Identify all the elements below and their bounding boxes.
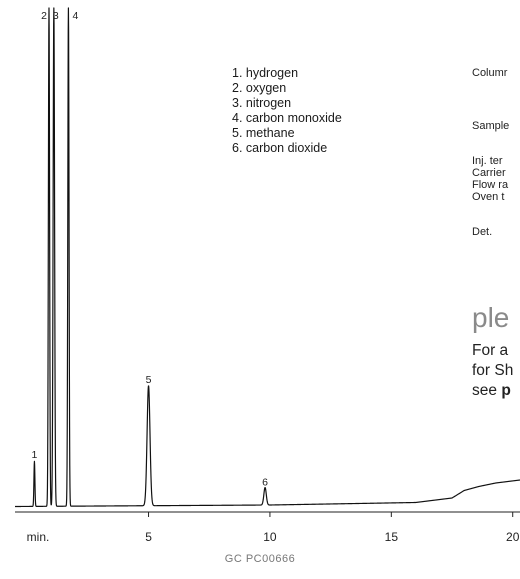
note-line: for Sh bbox=[472, 362, 514, 379]
x-tick-label: 10 bbox=[263, 530, 277, 544]
sample-label: Sample bbox=[472, 120, 510, 132]
x-tick-label: 20 bbox=[506, 530, 520, 544]
x-tick-label: 15 bbox=[385, 530, 399, 544]
x-axis-label: min. bbox=[27, 530, 50, 544]
inj-temp-label: Inj. ter bbox=[472, 155, 503, 167]
peak-label: 2 bbox=[41, 10, 47, 22]
legend-item: 6. carbon dioxide bbox=[232, 141, 328, 155]
legend-item: 5. methane bbox=[232, 126, 295, 140]
x-tick-label: 5 bbox=[145, 530, 152, 544]
partial-heading: ple bbox=[472, 302, 510, 333]
column-label: Columr bbox=[472, 67, 508, 79]
flow-rate-label: Flow ra bbox=[472, 179, 509, 191]
note-text: see bbox=[472, 382, 502, 399]
det-label: Det. bbox=[472, 226, 493, 238]
legend-item: 1. hydrogen bbox=[232, 66, 299, 80]
oven-temp-label: Oven t bbox=[472, 191, 505, 203]
footer-code: GC PC00666 bbox=[224, 553, 296, 565]
peak-label: 6 bbox=[262, 477, 268, 489]
note-line: see p bbox=[472, 382, 511, 400]
x-axis: min. 5 10 15 20 bbox=[15, 511, 520, 544]
peak-label: 3 bbox=[53, 10, 59, 22]
legend-item: 4. carbon monoxide bbox=[232, 111, 342, 125]
peak-label: 4 bbox=[72, 10, 78, 22]
peak-label: 5 bbox=[146, 374, 152, 386]
trace-group bbox=[14, 7, 520, 508]
note-link-text: p bbox=[501, 382, 511, 399]
legend-item: 2. oxygen bbox=[232, 81, 287, 95]
peak-label: 1 bbox=[32, 449, 38, 461]
legend-item: 3. nitrogen bbox=[232, 96, 292, 110]
chromatogram-trace bbox=[14, 7, 520, 508]
peak-label-group: 12 3 456 bbox=[32, 10, 269, 489]
carrier-label: Carrier bbox=[472, 167, 506, 179]
note-line: For a bbox=[472, 342, 509, 359]
